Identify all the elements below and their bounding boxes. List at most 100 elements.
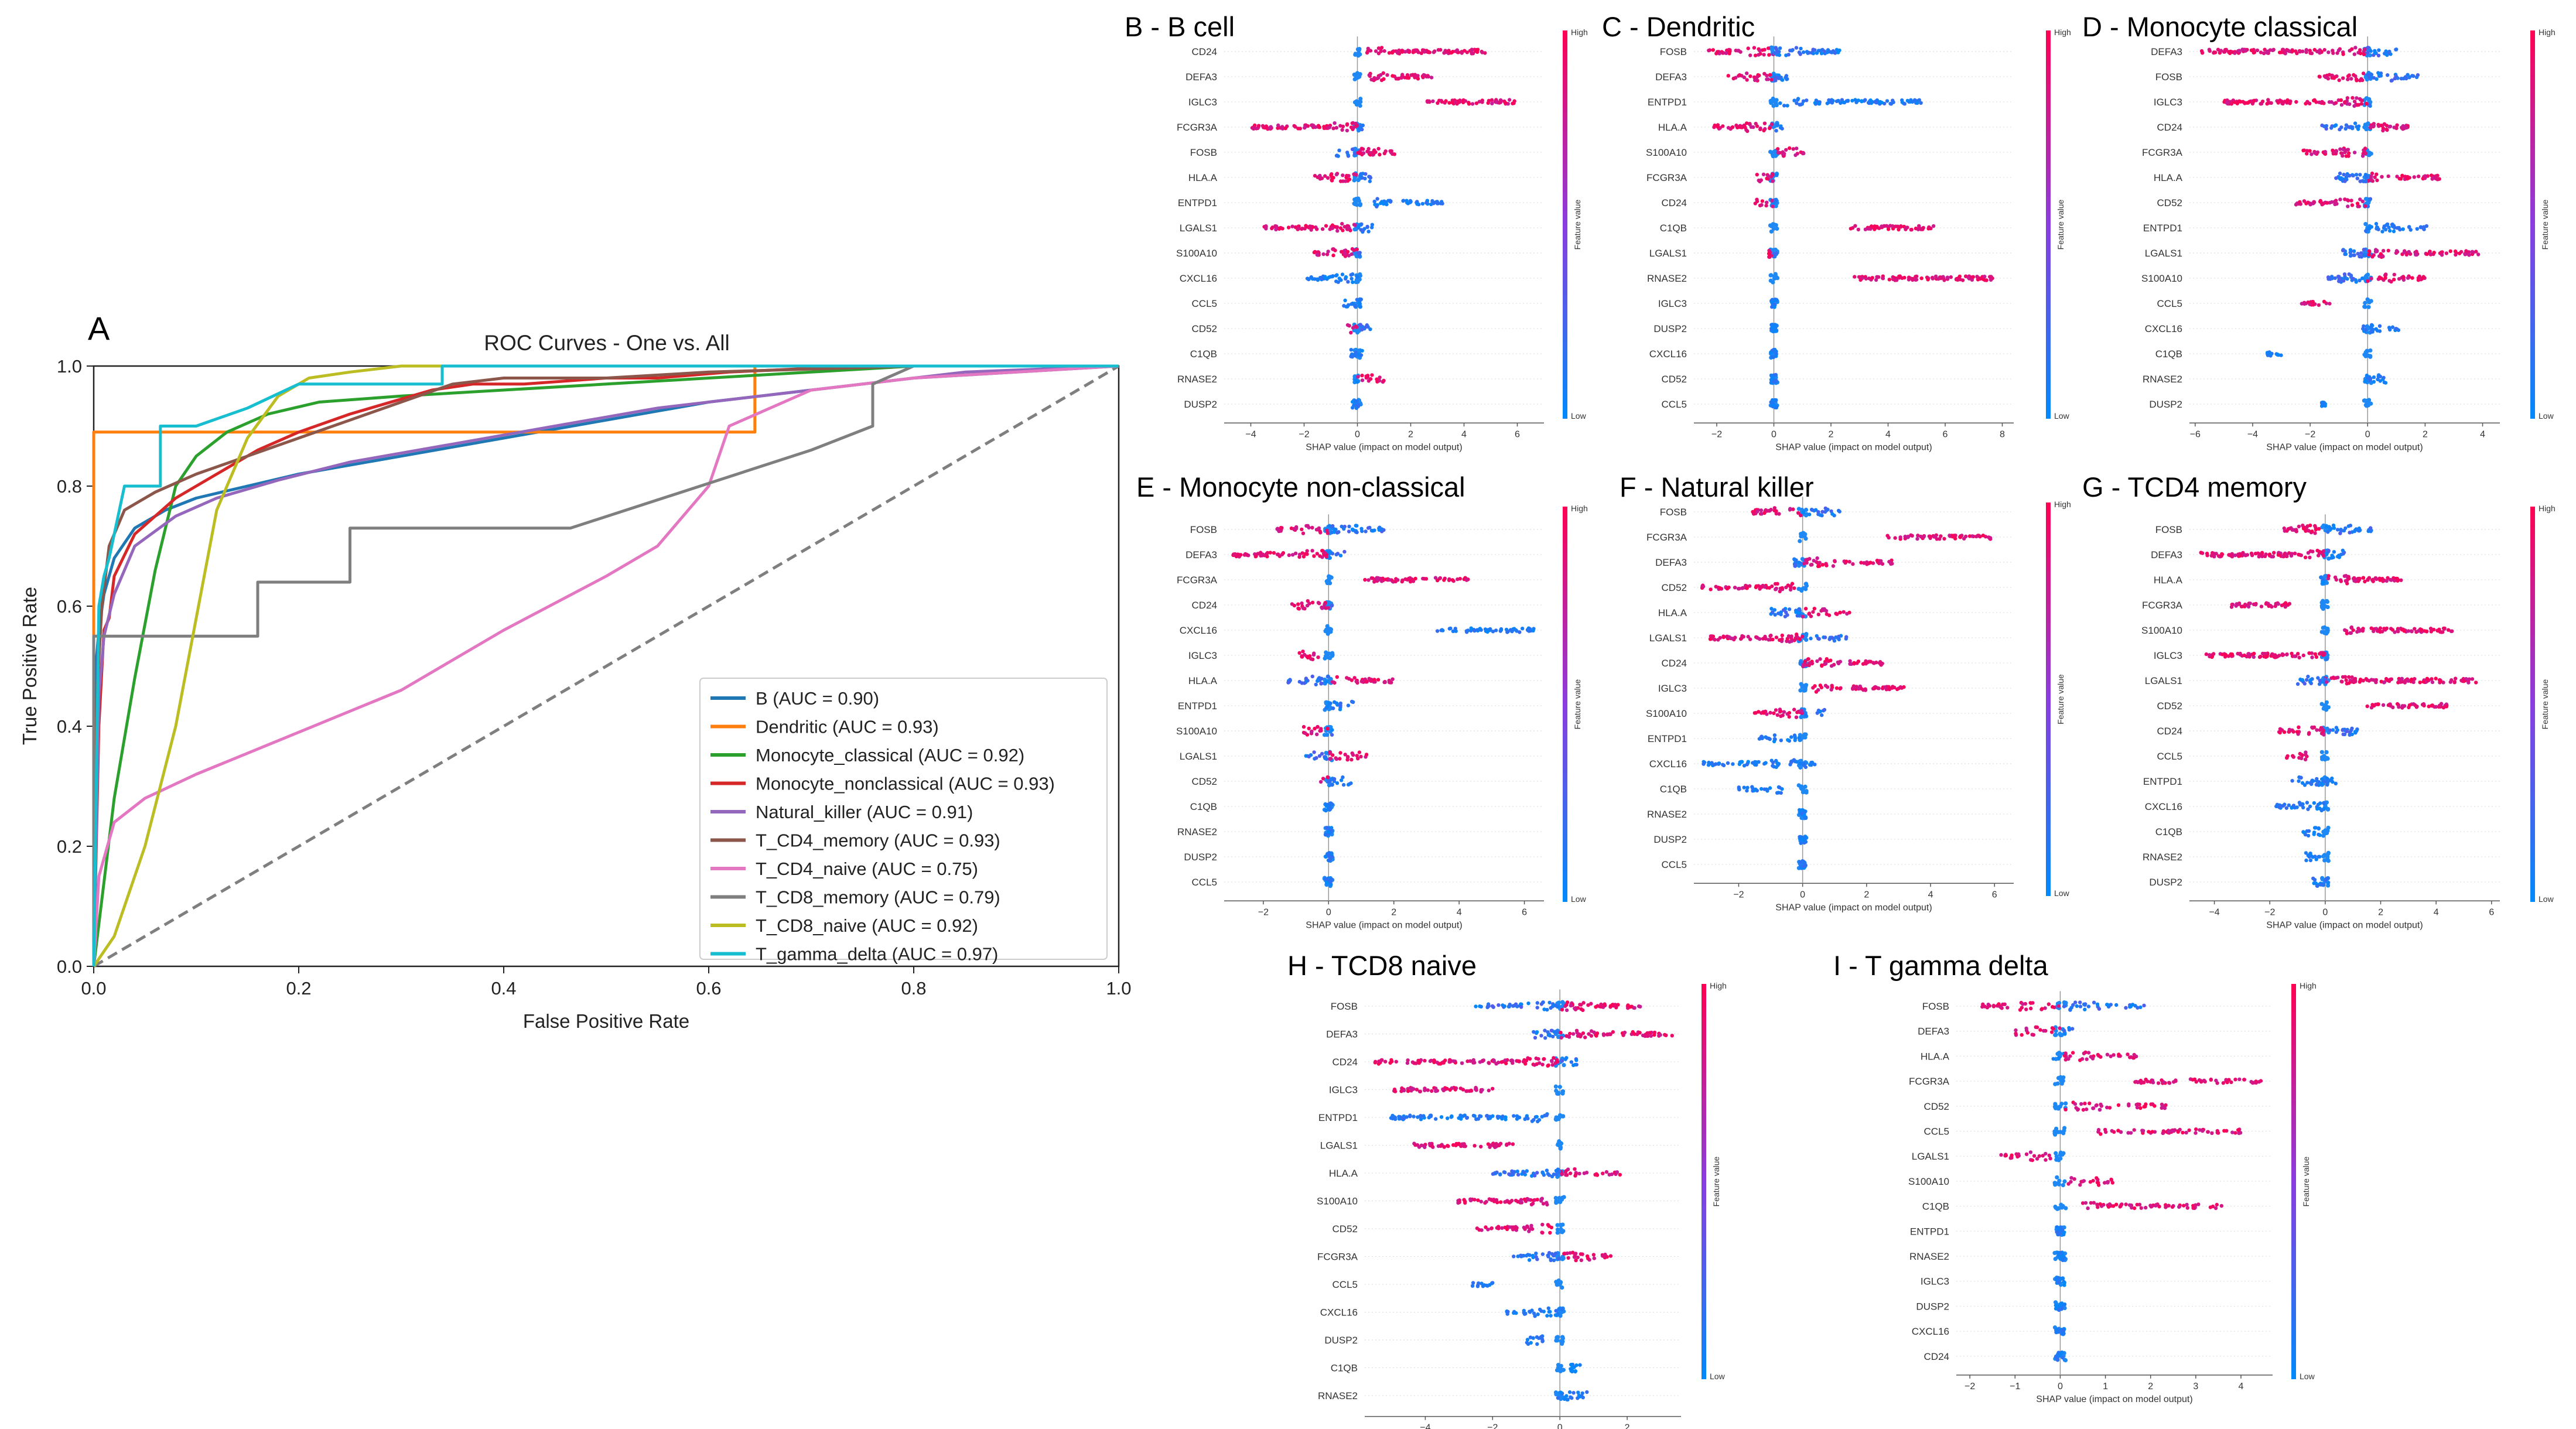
shap-point: [1777, 512, 1781, 516]
shap-point: [2389, 627, 2393, 631]
shap-point: [1326, 249, 1330, 254]
shap-point: [2331, 151, 2336, 155]
shap-point: [1346, 782, 1351, 787]
shap-feature-label: DEFA3: [1185, 71, 1217, 83]
shap-point: [2303, 555, 2308, 559]
shap-point: [2363, 305, 2367, 309]
shap-point: [1346, 153, 1350, 157]
shap-point: [2266, 98, 2270, 102]
shap-point: [1267, 126, 1272, 131]
shap-point: [1429, 202, 1433, 206]
shap-point: [1880, 101, 1884, 105]
shap-point: [2361, 576, 2366, 580]
shap-point: [1360, 374, 1364, 378]
shap-point: [1268, 551, 1272, 555]
shap-point: [1518, 630, 1522, 634]
shap-point: [1303, 731, 1307, 736]
shap-point: [1780, 637, 1784, 641]
shap-point: [1801, 634, 1805, 639]
shap-point: [2322, 549, 2326, 553]
shap-point: [1361, 123, 1365, 128]
shap-point: [2272, 551, 2276, 555]
shap-point: [1878, 660, 1883, 664]
shap-point: [1773, 613, 1777, 617]
shap-point: [2401, 227, 2405, 231]
shap-point: [1838, 686, 1842, 691]
shap-point: [2305, 781, 2309, 785]
shap-point: [1256, 124, 1261, 128]
shap-point: [2341, 732, 2345, 737]
shap-point: [1300, 601, 1304, 606]
shap-point: [1521, 627, 1525, 631]
shap-point: [1758, 48, 1762, 53]
shap-point: [1762, 47, 1767, 52]
shap-point: [1321, 252, 1325, 257]
shap-point: [1755, 74, 1760, 79]
shap-point: [2301, 148, 2305, 153]
colorbar-high-label: High: [1571, 28, 1588, 37]
shap-point: [1307, 754, 1311, 759]
shap-point: [1323, 174, 1327, 178]
shap-point: [1345, 323, 1350, 327]
shap-tick-label: −2: [1299, 429, 1309, 439]
shap-point: [1774, 251, 1778, 256]
shap-point: [1817, 564, 1822, 568]
shap-point: [2264, 552, 2268, 556]
shap-feature-label: FCGR3A: [2142, 147, 2183, 158]
shap-point: [1358, 274, 1363, 278]
shap-point: [2205, 553, 2209, 558]
shap-point: [1300, 527, 1304, 532]
shap-point: [1822, 49, 1826, 53]
shap-feature-label: S100A10: [1176, 726, 1217, 737]
shap-point: [1766, 77, 1770, 81]
shap-tick-label: 4: [1461, 429, 1467, 439]
shap-point: [1745, 71, 1749, 76]
shap-point: [1324, 224, 1328, 228]
shap-point: [1350, 302, 1354, 306]
shap-point: [1971, 275, 1975, 279]
shap-point: [1768, 126, 1772, 131]
shap-point: [2370, 330, 2375, 334]
shap-point: [2470, 677, 2475, 681]
shap-point: [1292, 603, 1297, 608]
shap-point: [1382, 151, 1386, 156]
shap-point: [1902, 275, 1907, 280]
shap-point: [1879, 559, 1883, 563]
shap-point: [2355, 630, 2359, 634]
shap-colorbar-E: [1563, 507, 1567, 902]
shap-feature-label: HLA.A: [1658, 122, 1687, 133]
shap-point: [2208, 49, 2212, 53]
shap-point: [2448, 249, 2452, 254]
shap-point: [1400, 579, 1404, 584]
shap-feature-label: FCGR3A: [1646, 532, 1687, 543]
shap-point: [2328, 728, 2332, 733]
shap-point: [1799, 841, 1803, 845]
shap-point: [2375, 77, 2379, 81]
shap-feature-label: CCL5: [1662, 859, 1687, 870]
shap-point: [1825, 101, 1829, 105]
shap-point: [1351, 753, 1355, 757]
colorbar-low-label: Low: [1571, 411, 1587, 421]
shap-point: [1829, 664, 1834, 668]
shap-point: [1765, 200, 1769, 204]
shap-point: [1721, 51, 1725, 55]
shap-point: [2346, 204, 2350, 208]
shap-point: [1420, 201, 1425, 206]
shap-point: [1793, 734, 1797, 739]
shap-point: [1731, 762, 1735, 766]
shap-point: [1758, 637, 1762, 641]
shap-point: [2452, 681, 2457, 685]
shap-feature-label: DUSP2: [1653, 834, 1687, 845]
shap-point: [1752, 78, 1757, 83]
shap-point: [1366, 230, 1371, 234]
shap-point: [1781, 152, 1785, 156]
shap-point: [1309, 275, 1313, 279]
shap-point: [2358, 678, 2363, 682]
shap-point: [1480, 50, 1484, 54]
shap-point: [2334, 726, 2339, 730]
shap-point: [1771, 99, 1775, 104]
shap-feature-label: FOSB: [1660, 507, 1687, 518]
shap-point: [2387, 279, 2391, 283]
